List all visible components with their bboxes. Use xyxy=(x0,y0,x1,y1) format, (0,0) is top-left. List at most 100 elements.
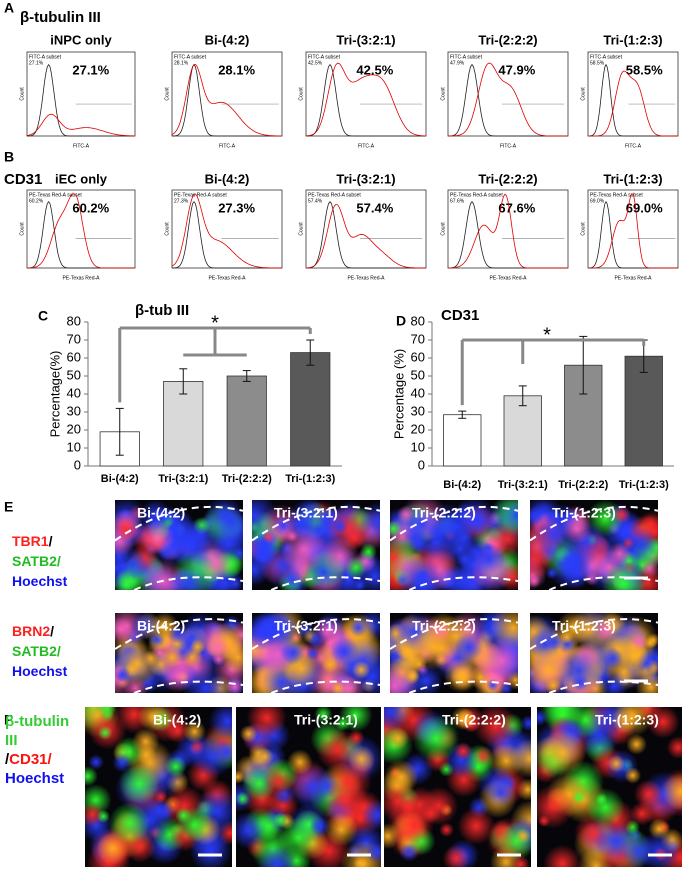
condition-label: Tri-(2:2:2) xyxy=(442,712,506,728)
signal xyxy=(457,807,496,845)
signal xyxy=(624,767,642,784)
signal xyxy=(171,563,210,590)
y-tick-label: 70 xyxy=(411,331,425,346)
micrograph: Tri-(2:2:2) xyxy=(390,613,518,693)
signal xyxy=(554,545,582,574)
signal xyxy=(140,520,175,555)
micrograph: Bi-(4:2) xyxy=(85,707,232,867)
y-tick-label: 60 xyxy=(67,349,81,364)
stain-label: III xyxy=(5,732,18,749)
gate-percent: 57.4% xyxy=(308,198,323,204)
bar xyxy=(443,414,482,467)
signal xyxy=(130,613,160,640)
y-axis-label: Count xyxy=(164,87,170,101)
micrograph: Tri-(1:2:3) xyxy=(530,500,658,590)
signal xyxy=(252,541,278,573)
micrograph: Tri-(3:2:1) xyxy=(252,500,380,590)
signal xyxy=(221,641,243,674)
x-tick-label: Tri-(3:2:1) xyxy=(158,473,208,485)
significance-mark: * xyxy=(211,312,219,334)
signal xyxy=(384,759,419,795)
percent-label: 27.3% xyxy=(218,200,255,215)
y-tick-label: 40 xyxy=(411,385,425,400)
sample-title: Tri-(3:2:1) xyxy=(336,32,395,47)
percent-label: 58.5% xyxy=(626,62,663,77)
x-tick-label: Tri-(2:2:2) xyxy=(558,479,608,491)
sample-curve xyxy=(588,70,678,137)
signal xyxy=(412,714,460,763)
signal xyxy=(396,555,444,590)
signal xyxy=(326,759,372,805)
x-axis-label: FITC-A xyxy=(500,143,517,149)
signal xyxy=(539,729,587,777)
signal xyxy=(272,812,289,828)
condition-label: Bi-(4:2) xyxy=(137,505,185,521)
signal xyxy=(601,561,648,590)
signal xyxy=(280,640,306,666)
sample-curve xyxy=(26,193,135,269)
gate-percent: 42.5% xyxy=(308,60,323,66)
y-axis-label: Count xyxy=(580,222,586,236)
y-tick-label: 60 xyxy=(411,349,425,364)
signal xyxy=(204,500,243,535)
signal xyxy=(439,822,454,838)
signal xyxy=(390,520,402,538)
histogram-frame xyxy=(26,51,136,137)
x-axis-label: FITC-A xyxy=(73,143,90,149)
gate-percent: 60.2% xyxy=(29,198,44,204)
x-axis-label: PE-Texas Red-A xyxy=(63,275,101,281)
gate-name: PE-Texas Red-A subset xyxy=(450,192,503,198)
gate-name: FITC-A subset xyxy=(174,54,207,60)
signal xyxy=(189,639,206,655)
signal xyxy=(281,569,303,590)
sample-title: Tri-(1:2:3) xyxy=(603,171,662,186)
stain-label: SATB2/ xyxy=(12,643,61,659)
x-tick-label: Tri-(1:2:3) xyxy=(285,473,335,485)
tissue-boundary xyxy=(133,680,243,693)
tissue-boundary xyxy=(530,505,658,542)
signal xyxy=(353,579,366,590)
signal xyxy=(115,548,149,582)
panel-label: B xyxy=(4,149,14,165)
sample-title: iEC only xyxy=(55,171,108,186)
stain-name: CD31/ xyxy=(9,751,52,768)
sample-title: Bi-(4:2) xyxy=(205,171,250,186)
signal xyxy=(225,678,243,693)
y-tick-label: 70 xyxy=(67,331,81,346)
sample-title: Tri-(2:2:2) xyxy=(478,171,537,186)
x-axis-label: FITC-A xyxy=(219,143,236,149)
micrograph: Bi-(4:2) xyxy=(115,500,243,590)
x-tick-label: Tri-(3:2:1) xyxy=(498,479,548,491)
gate-name: FITC-A subset xyxy=(29,54,62,60)
sample-title: Bi-(4:2) xyxy=(205,32,250,47)
condition-label: Tri-(3:2:1) xyxy=(274,505,338,521)
stain-name: Hoechst xyxy=(12,573,68,589)
signal xyxy=(215,740,232,764)
gate-name: FITC-A subset xyxy=(308,54,341,60)
sample-curve xyxy=(171,193,282,269)
signal xyxy=(115,666,131,683)
percent-label: 47.9% xyxy=(498,62,535,77)
control-curve xyxy=(171,63,282,137)
signal xyxy=(599,671,629,693)
y-tick-label: 10 xyxy=(67,439,81,454)
signal xyxy=(361,799,381,831)
percent-label: 69.0% xyxy=(626,200,663,215)
signal xyxy=(537,709,549,727)
signal xyxy=(85,766,98,787)
stain-name: / xyxy=(5,751,10,768)
signal xyxy=(358,501,380,542)
y-tick-label: 50 xyxy=(67,367,81,382)
chart-title: CD31 xyxy=(441,307,479,324)
stain-name: / xyxy=(50,623,54,639)
y-axis-label: Percentage (%) xyxy=(391,349,406,439)
signal xyxy=(406,508,438,540)
sample-title: Tri-(1:2:3) xyxy=(603,32,662,47)
signal xyxy=(280,526,327,573)
tissue-boundary xyxy=(530,618,658,650)
x-tick-label: Tri-(2:2:2) xyxy=(222,473,272,485)
signal xyxy=(347,729,365,747)
signal xyxy=(601,647,624,670)
signal xyxy=(572,790,586,805)
